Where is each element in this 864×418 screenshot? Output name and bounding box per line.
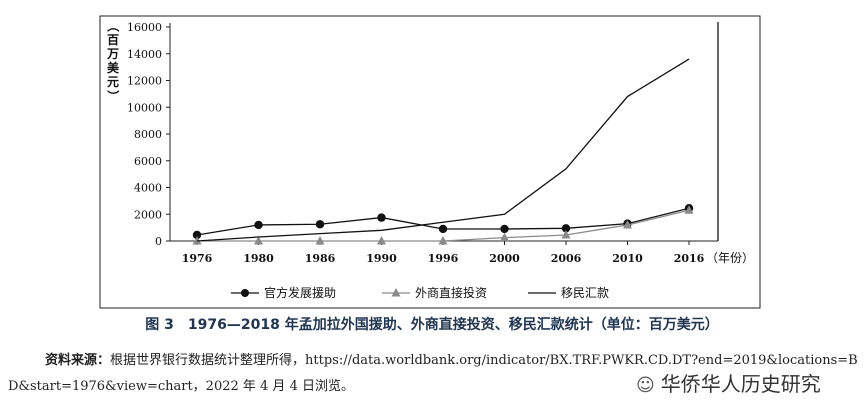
- y-tick-label: 10000: [127, 101, 162, 114]
- y-tick-label: 4000: [134, 182, 162, 195]
- legend-marker: [241, 289, 249, 297]
- legend-label: 外商直接投资: [415, 285, 487, 300]
- x-tick-label: 2006: [551, 252, 582, 265]
- data-point: [315, 236, 325, 245]
- data-point: [315, 220, 325, 229]
- data-point: [438, 236, 448, 245]
- legend: 官方发展援助 外商直接投资 移民汇款: [231, 285, 609, 300]
- legend-marker: [391, 288, 401, 297]
- legend-label: 移民汇款: [561, 286, 609, 300]
- plot-area: 0 2000 4000 6000 8000 10000 12000 14000 16000 （百万…: [106, 20, 754, 265]
- y-tick-label: 6000: [134, 155, 162, 168]
- wechat-icon: ☺: [636, 375, 655, 396]
- data-point: [192, 236, 202, 245]
- x-tick-label: 1980: [243, 252, 274, 265]
- source-note: 资料来源：根据世界银行数据统计整理所得，https://data.worldba…: [8, 348, 858, 400]
- data-point: [684, 205, 694, 214]
- y-axis-label-char: （: [106, 20, 121, 32]
- series-line-2: [196, 58, 690, 242]
- x-tick-label: 1976: [182, 252, 213, 265]
- y-axis-label-char: 百: [107, 33, 119, 47]
- chart-frame: [99, 15, 761, 309]
- data-point: [438, 224, 448, 234]
- watermark-text: 华侨华人历史研究: [660, 372, 821, 396]
- y-tick-label: 2000: [134, 208, 162, 221]
- y-axis-label-char: ）: [106, 90, 121, 102]
- x-tick-label: 2000: [489, 252, 520, 265]
- x-tick-label: 2010: [612, 252, 643, 265]
- data-point: [561, 224, 571, 233]
- y-tick-label: 16000: [127, 21, 162, 34]
- watermark: ☺ 华侨华人历史研究: [636, 368, 821, 397]
- data-point: [254, 220, 263, 230]
- x-tick-label: 1996: [428, 252, 459, 265]
- y-tick-label: 14000: [127, 48, 162, 61]
- data-point: [561, 229, 571, 239]
- y-axis-label-char: 万: [106, 47, 119, 61]
- data-point: [192, 230, 202, 240]
- data-point: [623, 219, 632, 229]
- source-text: 根据世界银行数据统计整理所得，https://data.worldbank.or…: [8, 353, 858, 394]
- x-axis-unit: （年份）: [706, 251, 754, 265]
- source-label: 资料来源：: [45, 353, 111, 368]
- figure-caption: 图 3 1976—2018 年孟加拉外国援助、外商直接投资、移民汇款统计（单位：…: [145, 317, 719, 333]
- y-tick-label: 0: [155, 235, 162, 248]
- y-axis-label-char: 元: [107, 75, 119, 89]
- data-point: [500, 232, 509, 242]
- y-tick-label: 12000: [127, 75, 162, 88]
- x-tick-label: 1986: [305, 252, 336, 265]
- y-axis-label-char: 美: [107, 60, 120, 75]
- x-tick-label: 2016: [674, 252, 705, 265]
- data-point: [500, 224, 509, 234]
- legend-label: 官方发展援助: [264, 285, 336, 300]
- y-tick-label: 8000: [134, 128, 162, 141]
- data-point: [377, 236, 386, 245]
- data-point: [377, 213, 386, 222]
- data-point: [254, 236, 263, 245]
- x-tick-label: 1990: [366, 252, 397, 265]
